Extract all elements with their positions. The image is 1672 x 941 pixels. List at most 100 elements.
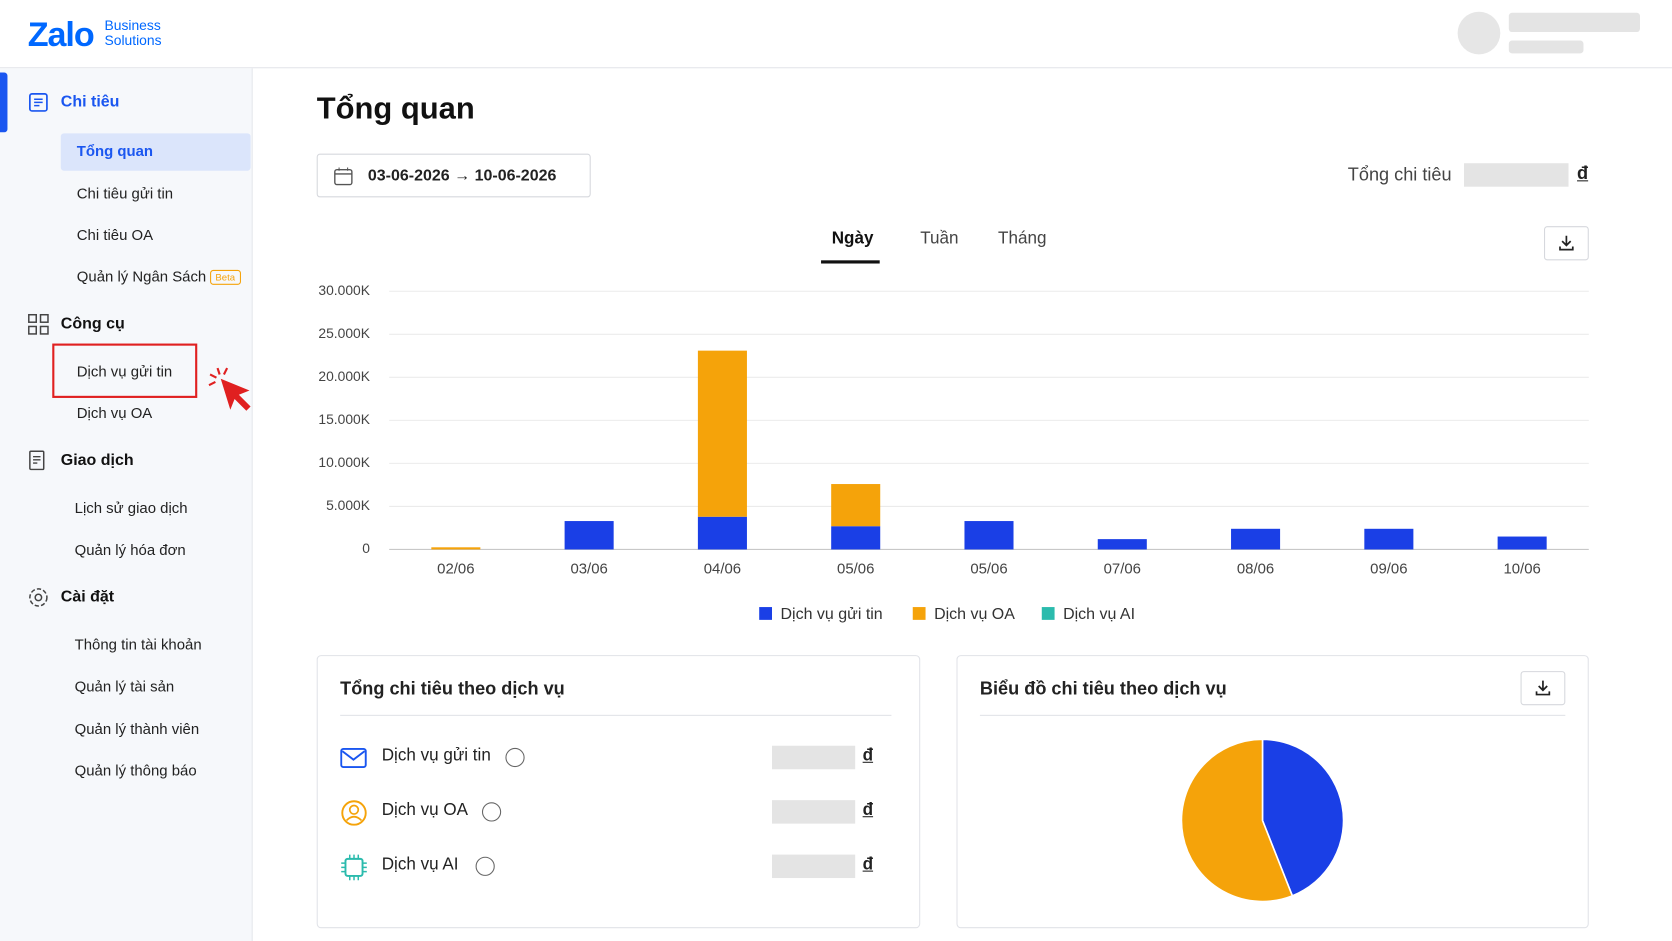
nav-item[interactable]: Thông tin tài khoản <box>74 635 202 653</box>
download-icon <box>1559 235 1574 251</box>
legend-label: Dịch vụ AI <box>1063 606 1135 623</box>
service-name: Dịch vụ gửi tin <box>381 746 491 765</box>
nav-item[interactable]: Chi tiêu OA <box>76 226 154 244</box>
user-role-placeholder <box>1508 40 1584 54</box>
tab[interactable]: Tuần <box>920 229 959 248</box>
total-label: Tổng chi tiêu <box>1347 164 1452 185</box>
service-name: Dịch vụ AI <box>381 855 459 874</box>
legend-swatch <box>1041 607 1055 620</box>
bar-segment <box>431 547 481 550</box>
bar-segment <box>697 350 747 517</box>
divider <box>340 714 892 716</box>
tab[interactable]: Tháng <box>998 229 1047 248</box>
x-tick-label: 03/06 <box>570 561 607 578</box>
x-tick-label: 08/06 <box>1237 561 1274 578</box>
y-tick-label: 10.000K <box>318 454 370 470</box>
bar-segment <box>831 526 881 550</box>
y-tick-label: 30.000K <box>318 282 370 298</box>
section-icon <box>29 93 48 112</box>
service-card-title: Tổng chi tiêu theo dịch vụ <box>340 678 565 699</box>
bar-chart: 0 5.000K 10.000K 15.000K 20.000K 25.000K 30.00… <box>318 282 1589 623</box>
nav-item[interactable]: Quản lý tài sản <box>74 677 175 695</box>
top-bar: Zalo Business Solutions <box>0 0 1672 69</box>
download-button[interactable] <box>1544 226 1589 261</box>
currency: đ <box>862 855 874 874</box>
legend-swatch <box>759 607 773 620</box>
oa-icon <box>341 800 367 826</box>
currency: đ <box>862 801 874 820</box>
x-tick-label: 05/06 <box>970 561 1007 578</box>
logo[interactable]: Zalo <box>27 14 95 54</box>
x-tick-label: 07/06 <box>1104 561 1141 578</box>
bar-segment <box>564 521 614 550</box>
nav-item[interactable]: Dịch vụ gửi tin <box>76 362 173 380</box>
info-icon[interactable] <box>481 802 502 822</box>
bar-segment <box>697 516 747 550</box>
pie-card: Biểu đồ chi tiêu theo dịch vụ <box>956 655 1589 929</box>
nav-item[interactable]: Quản lý Ngân Sách <box>76 267 207 285</box>
x-tick-label: 04/06 <box>704 561 741 578</box>
section-icon <box>28 313 49 335</box>
download-button[interactable] <box>1520 671 1566 706</box>
section-title[interactable]: Cài đặt <box>60 587 115 606</box>
beta-badge: Beta <box>210 269 241 285</box>
amount-placeholder <box>772 854 856 879</box>
section-title[interactable]: Giao dịch <box>60 451 134 470</box>
user-name-placeholder <box>1508 12 1640 33</box>
pie-slice <box>1261 738 1345 897</box>
legend-label: Dịch vụ OA <box>934 606 1015 623</box>
bar-segment <box>964 521 1014 550</box>
nav-item[interactable]: Chi tiêu gửi tin <box>76 184 174 202</box>
avatar[interactable] <box>1457 11 1501 55</box>
cursor-icon <box>208 367 251 411</box>
pie-chart <box>1180 738 1345 903</box>
date-picker[interactable]: 03-06-2026 → 10-06-2026 <box>316 153 591 198</box>
logo-sub-1: Business <box>104 17 161 34</box>
y-tick-label: 5.000K <box>326 497 371 513</box>
info-icon[interactable] <box>475 856 495 876</box>
tab-underline <box>821 260 880 264</box>
service-name: Dịch vụ OA <box>381 801 469 820</box>
total-placeholder <box>1464 163 1569 187</box>
x-tick-label: 10/06 <box>1503 561 1540 578</box>
sidebar: Chi tiêu Tổng quan Chi tiêu gửi tin Chi tiê… <box>0 68 253 941</box>
amount-placeholder <box>772 800 856 824</box>
y-tick-label: 20.000K <box>318 368 370 384</box>
nav-item[interactable]: Quản lý thông báo <box>74 761 197 779</box>
bar-segment <box>831 484 881 527</box>
y-tick-label: 25.000K <box>318 325 370 341</box>
calendar-icon <box>334 167 353 186</box>
pie-card-title: Biểu đồ chi tiêu theo dịch vụ <box>979 678 1227 699</box>
nav-item[interactable]: Lịch sử giao dịch <box>74 499 188 517</box>
ai-icon <box>341 854 367 881</box>
section-icon <box>29 450 45 471</box>
x-tick-label: 09/06 <box>1370 561 1407 578</box>
currency: đ <box>862 746 874 765</box>
active-item-bg <box>60 133 251 171</box>
date-range: 03-06-2026 → 10-06-2026 <box>367 166 557 185</box>
logo-sub-2: Solutions <box>104 32 162 49</box>
nav-item[interactable]: Tổng quan <box>76 141 154 159</box>
page-title: Tổng quan <box>316 91 475 126</box>
bar-segment <box>1364 528 1414 550</box>
x-tick-label: 05/06 <box>837 561 874 578</box>
amount-placeholder <box>772 745 856 770</box>
y-tick-label: 0 <box>362 540 370 556</box>
bar-segment <box>1097 539 1147 550</box>
legend-label: Dịch vụ gửi tin <box>781 606 883 623</box>
section-title[interactable]: Công cụ <box>60 314 125 333</box>
pie-slice <box>1180 738 1294 903</box>
x-tick-label: 02/06 <box>437 561 474 578</box>
info-icon[interactable] <box>505 747 525 768</box>
nav-item[interactable]: Quản lý thành viên <box>74 720 200 738</box>
nav-item[interactable]: Dịch vụ OA <box>76 404 153 422</box>
tab[interactable]: Ngày <box>831 229 874 248</box>
nav-item[interactable]: Quản lý hóa đơn <box>74 540 186 558</box>
section-title[interactable]: Chi tiêu <box>60 92 120 111</box>
bar-segment <box>1497 536 1547 550</box>
message-icon <box>340 748 367 769</box>
y-tick-label: 15.000K <box>318 411 370 427</box>
section-icon <box>29 588 48 607</box>
